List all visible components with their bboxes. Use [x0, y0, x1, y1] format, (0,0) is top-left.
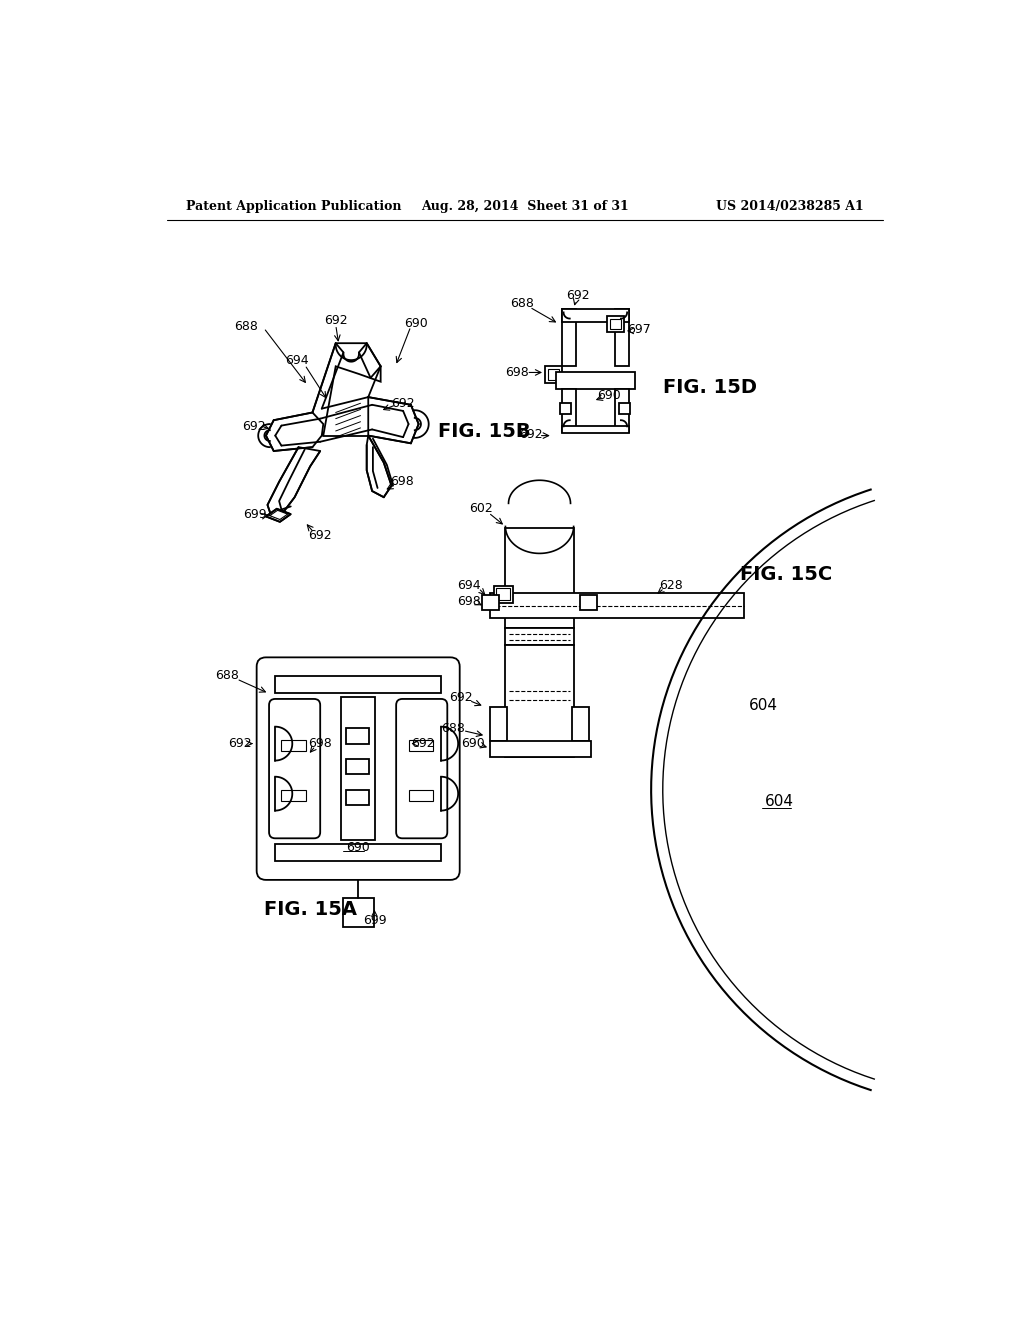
- Text: 692: 692: [519, 428, 543, 441]
- Text: 688: 688: [234, 319, 258, 333]
- Text: 692: 692: [228, 737, 252, 750]
- Polygon shape: [267, 447, 321, 516]
- Bar: [560, 404, 571, 414]
- Bar: [506, 645, 573, 756]
- Bar: [282, 789, 306, 800]
- Bar: [614, 309, 629, 367]
- Bar: [275, 676, 441, 693]
- Text: 692: 692: [242, 420, 265, 433]
- Bar: [556, 372, 635, 389]
- Text: 628: 628: [658, 579, 682, 593]
- Text: 698: 698: [505, 366, 529, 379]
- Bar: [346, 759, 369, 775]
- Text: Aug. 28, 2014  Sheet 31 of 31: Aug. 28, 2014 Sheet 31 of 31: [421, 199, 629, 213]
- Text: 692: 692: [450, 690, 473, 704]
- Text: FIG. 15A: FIG. 15A: [263, 900, 356, 919]
- Text: 690: 690: [597, 389, 621, 403]
- Text: 690: 690: [461, 737, 484, 750]
- Bar: [346, 789, 369, 805]
- Text: 692: 692: [411, 737, 434, 750]
- Bar: [343, 898, 374, 927]
- Polygon shape: [367, 436, 391, 498]
- Text: 604: 604: [765, 793, 794, 809]
- FancyBboxPatch shape: [257, 657, 460, 880]
- Text: FIG. 15C: FIG. 15C: [740, 565, 833, 583]
- Bar: [614, 389, 629, 432]
- Bar: [607, 317, 624, 331]
- Text: 688: 688: [215, 669, 240, 682]
- Bar: [545, 367, 562, 383]
- Text: US 2014/0238285 A1: US 2014/0238285 A1: [717, 199, 864, 213]
- Text: 697: 697: [628, 323, 651, 335]
- Text: 688: 688: [441, 722, 466, 735]
- Text: 688: 688: [510, 297, 534, 310]
- Bar: [494, 586, 513, 603]
- Text: 690: 690: [404, 317, 428, 330]
- Text: 694: 694: [457, 579, 481, 593]
- Bar: [489, 742, 591, 756]
- Bar: [562, 389, 575, 432]
- Text: FIG. 15D: FIG. 15D: [663, 379, 757, 397]
- Text: Patent Application Publication: Patent Application Publication: [186, 199, 401, 213]
- Polygon shape: [266, 508, 291, 521]
- Text: 698: 698: [390, 475, 414, 488]
- Text: 699: 699: [244, 508, 267, 520]
- Text: 604: 604: [749, 697, 778, 713]
- Polygon shape: [369, 397, 419, 444]
- Bar: [341, 697, 375, 840]
- Bar: [409, 739, 433, 751]
- Text: 692: 692: [308, 529, 332, 543]
- Bar: [610, 319, 621, 329]
- Bar: [346, 729, 369, 743]
- Text: FIG. 15B: FIG. 15B: [438, 422, 530, 441]
- Text: 692: 692: [565, 289, 590, 302]
- Bar: [548, 370, 559, 380]
- Bar: [409, 789, 433, 800]
- Bar: [275, 845, 441, 862]
- Text: 692: 692: [391, 397, 415, 409]
- Polygon shape: [266, 412, 324, 451]
- Text: 698: 698: [308, 737, 332, 750]
- Polygon shape: [312, 343, 381, 436]
- Bar: [620, 404, 630, 414]
- Bar: [282, 739, 306, 751]
- FancyBboxPatch shape: [269, 700, 321, 838]
- Bar: [489, 594, 744, 618]
- Bar: [482, 595, 500, 610]
- Text: 699: 699: [362, 915, 386, 927]
- Text: 698: 698: [457, 594, 481, 607]
- Bar: [562, 426, 629, 433]
- Text: 692: 692: [324, 314, 347, 326]
- Bar: [506, 528, 573, 628]
- Bar: [562, 309, 629, 322]
- Bar: [580, 595, 597, 610]
- Bar: [506, 628, 573, 645]
- Bar: [496, 589, 510, 601]
- Text: 694: 694: [285, 354, 309, 367]
- FancyBboxPatch shape: [396, 700, 447, 838]
- Bar: [572, 706, 589, 742]
- Text: 690: 690: [346, 841, 370, 854]
- Text: 602: 602: [469, 502, 493, 515]
- Bar: [562, 309, 575, 367]
- Bar: [489, 706, 507, 742]
